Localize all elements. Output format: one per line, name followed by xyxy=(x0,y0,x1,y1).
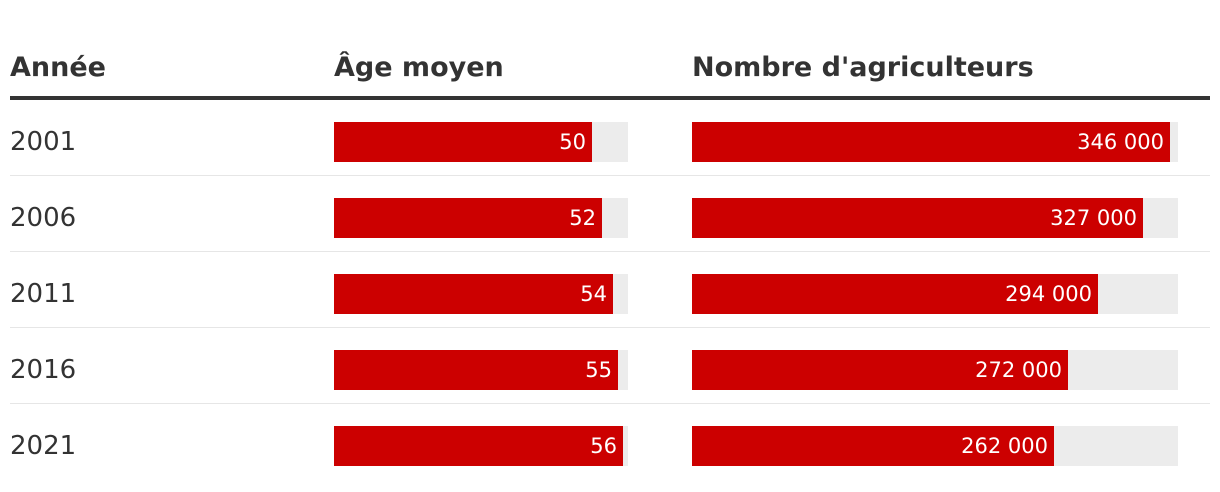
farmer-count-value: 327 000 xyxy=(1050,206,1137,230)
farmer-count-bar-track: 346 000 xyxy=(692,122,1178,162)
average-age-value: 56 xyxy=(590,434,617,458)
year-cell: 2006 xyxy=(10,203,77,233)
farmer-count-value: 294 000 xyxy=(1005,282,1092,306)
farmer-count-bar-track: 327 000 xyxy=(692,198,1178,238)
farmer-count-value: 272 000 xyxy=(975,358,1062,382)
table-row: 2011 54 294 000 xyxy=(10,252,1210,328)
farmer-count-bar-track: 262 000 xyxy=(692,426,1178,466)
average-age-bar: 55 xyxy=(334,350,618,390)
average-age-bar-track: 55 xyxy=(334,350,628,390)
farmer-count-bar: 327 000 xyxy=(692,198,1143,238)
farmer-count-value: 346 000 xyxy=(1077,130,1164,154)
table-body: 2001 50 346 000 2006 52 327 000 2011 54 294 000 2… xyxy=(10,100,1210,480)
farmer-count-value: 262 000 xyxy=(961,434,1048,458)
table-header: Année Âge moyen Nombre d'agriculteurs xyxy=(10,0,1210,100)
average-age-value: 52 xyxy=(569,206,596,230)
average-age-value: 50 xyxy=(559,130,586,154)
average-age-bar: 56 xyxy=(334,426,623,466)
table-row: 2021 56 262 000 xyxy=(10,404,1210,480)
column-header-average-age: Âge moyen xyxy=(334,52,504,83)
average-age-bar: 50 xyxy=(334,122,592,162)
year-cell: 2011 xyxy=(10,279,77,309)
farmer-count-bar-track: 294 000 xyxy=(692,274,1178,314)
average-age-bar-track: 54 xyxy=(334,274,628,314)
average-age-bar-track: 56 xyxy=(334,426,628,466)
year-cell: 2021 xyxy=(10,431,77,461)
farmer-count-bar: 262 000 xyxy=(692,426,1054,466)
average-age-value: 55 xyxy=(585,358,612,382)
table-row: 2001 50 346 000 xyxy=(10,100,1210,176)
table-row: 2006 52 327 000 xyxy=(10,176,1210,252)
data-table: Année Âge moyen Nombre d'agriculteurs 20… xyxy=(10,0,1210,480)
year-cell: 2001 xyxy=(10,127,77,157)
year-cell: 2016 xyxy=(10,355,77,385)
average-age-value: 54 xyxy=(580,282,607,306)
average-age-bar-track: 50 xyxy=(334,122,628,162)
column-header-year: Année xyxy=(10,52,106,83)
average-age-bar-track: 52 xyxy=(334,198,628,238)
average-age-bar: 54 xyxy=(334,274,613,314)
table-row: 2016 55 272 000 xyxy=(10,328,1210,404)
farmer-count-bar: 272 000 xyxy=(692,350,1068,390)
farmer-count-bar-track: 272 000 xyxy=(692,350,1178,390)
column-header-farmer-count: Nombre d'agriculteurs xyxy=(692,52,1034,83)
average-age-bar: 52 xyxy=(334,198,602,238)
farmer-count-bar: 294 000 xyxy=(692,274,1098,314)
farmer-count-bar: 346 000 xyxy=(692,122,1170,162)
